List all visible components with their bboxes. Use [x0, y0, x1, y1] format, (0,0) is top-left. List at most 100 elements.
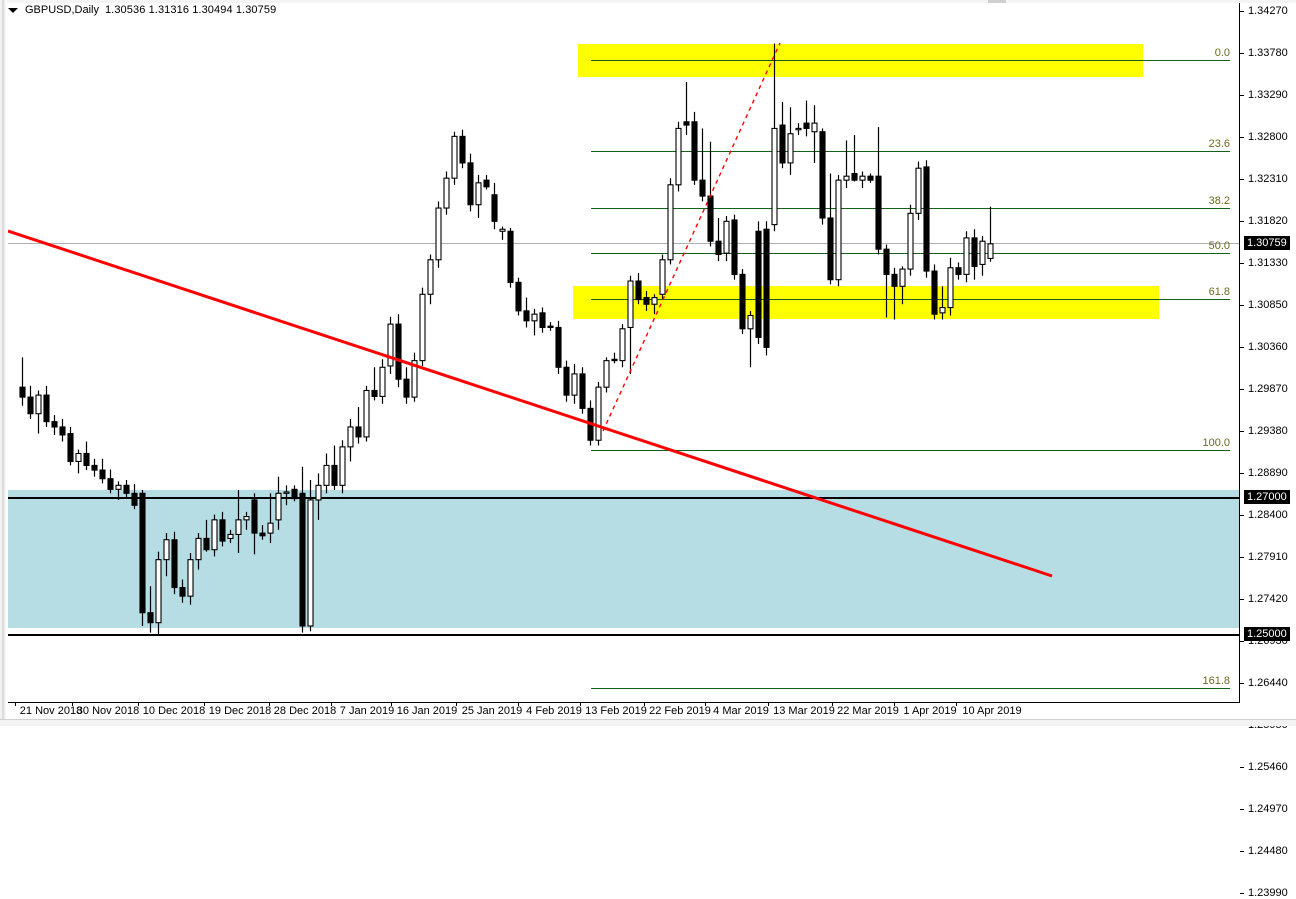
window-bottom-frame	[0, 719, 1296, 726]
chart-plot-area[interactable]: 0.0 23.6 38.2 50.0 61.8 100.0 161.8	[8, 3, 1240, 703]
time-tick	[705, 703, 706, 706]
candle	[675, 121, 682, 192]
candle	[923, 160, 930, 278]
fib-label-61-8: 61.8	[1208, 286, 1230, 298]
candle	[459, 129, 466, 169]
candle	[915, 161, 922, 220]
candle	[987, 206, 994, 262]
date-label: 22 Feb 2019	[649, 705, 711, 717]
time-tick	[269, 703, 270, 706]
candle	[491, 182, 498, 230]
price-tick	[1240, 641, 1244, 642]
candle	[531, 308, 538, 336]
price-tick	[1240, 137, 1244, 138]
candle	[259, 525, 266, 540]
candle	[795, 123, 802, 136]
candle	[443, 171, 450, 215]
candle	[867, 173, 874, 183]
candle	[891, 267, 898, 320]
candle	[283, 485, 290, 506]
chevron-down-icon[interactable]	[8, 7, 18, 13]
date-label: 7 Jan 2019	[339, 705, 395, 717]
price-label: 1.24970	[1248, 803, 1288, 815]
current-price-line[interactable]	[8, 243, 1240, 244]
price-scale[interactable]: 1.34270 1.33780 1.33290 1.32800 1.32310 1.318…	[1240, 3, 1296, 899]
date-label: 22 Mar 2019	[837, 705, 899, 717]
fib-line-61-8[interactable]	[591, 299, 1230, 300]
candle	[51, 415, 58, 435]
price-tick	[1240, 53, 1244, 54]
candle	[379, 359, 386, 404]
candle	[155, 551, 162, 634]
price-label: 1.30360	[1248, 341, 1288, 353]
fib-line-100-0[interactable]	[591, 450, 1230, 451]
candle	[347, 419, 354, 462]
candle	[467, 153, 474, 212]
time-tick	[331, 703, 332, 706]
date-label: 16 Jan 2019	[396, 705, 458, 717]
candle	[547, 322, 554, 331]
price-tick	[1240, 305, 1244, 306]
price-label: 1.29870	[1248, 383, 1288, 395]
price-tick	[1240, 809, 1244, 810]
downtrend-line[interactable]	[8, 229, 1053, 578]
candle	[363, 385, 370, 442]
price-label: 1.24480	[1248, 845, 1288, 857]
time-tick	[391, 703, 392, 706]
time-tick	[832, 703, 833, 706]
candle	[331, 445, 338, 490]
candle	[523, 297, 530, 328]
price-label: 1.33780	[1248, 47, 1288, 59]
date-label: 13 Mar 2019	[773, 705, 835, 717]
price-tick	[1240, 263, 1244, 264]
price-label: 1.27420	[1248, 593, 1288, 605]
fib-label-50-0: 50.0	[1208, 240, 1230, 252]
fib-line-23-6[interactable]	[591, 151, 1230, 152]
candle	[43, 385, 50, 427]
candle	[939, 286, 946, 320]
candle	[931, 264, 938, 320]
fib-label-100-0: 100.0	[1202, 437, 1230, 449]
candle	[171, 531, 178, 595]
time-tick	[72, 703, 73, 706]
candle	[683, 81, 690, 136]
candle	[187, 553, 194, 605]
time-tick	[956, 703, 957, 706]
symbol-label: GBPUSD,Daily	[25, 4, 99, 16]
symbol-header: GBPUSD,Daily 1.30536 1.31316 1.30494 1.3…	[8, 2, 276, 18]
price-tick	[1240, 557, 1244, 558]
price-tick	[1240, 851, 1244, 852]
candle	[291, 485, 298, 502]
price-tick	[1240, 599, 1244, 600]
candle	[195, 533, 202, 570]
candle	[515, 277, 522, 316]
window-left-frame	[0, 0, 7, 725]
candle	[747, 310, 754, 368]
candle	[843, 140, 850, 189]
candle	[755, 221, 762, 345]
candle	[275, 476, 282, 530]
drawing-tools-layer	[8, 42, 1053, 578]
price-tick	[1240, 389, 1244, 390]
candle	[579, 367, 586, 414]
candle	[403, 367, 410, 404]
candle	[819, 128, 826, 225]
candle	[411, 352, 418, 402]
fib-label-161-8: 161.8	[1202, 675, 1230, 687]
level-line-1-27000[interactable]	[8, 497, 1240, 499]
date-label: 30 Nov 2018	[76, 705, 140, 717]
price-label: 1.32310	[1248, 173, 1288, 185]
candle	[979, 235, 986, 276]
level-line-1-25000[interactable]	[8, 634, 1240, 636]
price-label: 1.27910	[1248, 551, 1288, 563]
time-tick	[894, 703, 895, 706]
fib-line-161-8[interactable]	[591, 688, 1230, 689]
fibonacci-ray[interactable]	[602, 42, 781, 432]
price-label: 1.34270	[1248, 5, 1288, 17]
time-tick	[580, 703, 581, 706]
price-tick	[1240, 347, 1244, 348]
fib-line-0-0[interactable]	[591, 60, 1230, 61]
candle	[483, 174, 490, 190]
price-label: 1.30850	[1248, 299, 1288, 311]
time-scale[interactable]: 21 Nov 2018 30 Nov 2018 10 Dec 2018 19 Dec …	[8, 703, 1240, 720]
